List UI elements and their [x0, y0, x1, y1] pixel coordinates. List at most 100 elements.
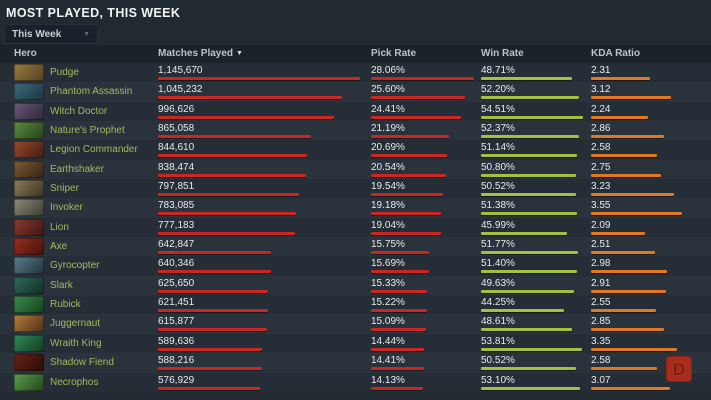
table-row[interactable]: Sniper 797,851 19.54% 50.52% 3.23 — [0, 179, 711, 199]
matches-played-value: 838,474 — [158, 161, 195, 173]
table-row[interactable]: Legion Commander 844,610 20.69% 51.14% 2… — [0, 140, 711, 160]
kda-ratio-bar — [591, 212, 682, 216]
matches-played-value: 1,145,670 — [158, 65, 203, 76]
hero-name-link[interactable]: Invoker — [50, 202, 83, 214]
matches-played-cell: 642,847 — [158, 237, 368, 256]
table-row[interactable]: Shadow Fiend 588,216 14.41% 50.52% 2.58 — [0, 353, 711, 373]
pick-rate-bar — [371, 309, 427, 313]
pick-rate-value: 19.18% — [371, 200, 405, 212]
hero-name-link[interactable]: Lion — [50, 221, 69, 233]
pick-rate-cell: 15.33% — [371, 276, 479, 295]
table-row[interactable]: Gyrocopter 640,346 15.69% 51.40% 2.98 — [0, 256, 711, 276]
pick-rate-cell: 20.54% — [371, 160, 479, 179]
win-rate-bar — [481, 193, 576, 197]
pick-rate-bar — [371, 96, 465, 100]
matches-played-cell: 615,877 — [158, 314, 368, 333]
kda-ratio-value: 2.55 — [591, 297, 611, 309]
table-row[interactable]: Rubick 621,451 15.22% 44.25% 2.55 — [0, 295, 711, 315]
matches-played-value: 865,058 — [158, 123, 195, 135]
hero-name-link[interactable]: Wraith King — [50, 337, 102, 349]
win-rate-bar — [481, 115, 583, 119]
kda-ratio-bar — [591, 270, 667, 274]
table-row[interactable]: Pudge 1,145,670 28.06% 48.71% 2.31 — [0, 63, 711, 83]
matches-played-value: 642,847 — [158, 239, 195, 251]
kda-ratio-bar — [591, 193, 674, 197]
win-rate-value: 44.25% — [481, 297, 515, 309]
hero-name-link[interactable]: Legion Commander — [50, 144, 138, 156]
table-row[interactable]: Earthshaker 838,474 20.54% 50.80% 2.75 — [0, 159, 711, 180]
hero-name-link[interactable]: Sniper — [50, 183, 79, 195]
table-row[interactable]: Axe 642,847 15.75% 51.77% 2.51 — [0, 237, 711, 257]
column-header-matches-played[interactable]: Matches Played ▼ — [158, 48, 243, 59]
matches-played-value: 797,851 — [158, 181, 195, 193]
pick-rate-cell: 20.69% — [371, 140, 479, 159]
win-rate-bar — [481, 328, 572, 332]
kda-ratio-cell: 2.24 — [591, 102, 691, 121]
hero-name-link[interactable]: Witch Doctor — [50, 105, 108, 117]
kda-ratio-cell: 2.58 — [591, 140, 691, 159]
win-rate-cell: 53.81% — [481, 334, 589, 353]
kda-ratio-bar — [591, 173, 661, 177]
column-header-hero[interactable]: Hero — [14, 48, 37, 59]
kda-ratio-cell: 2.75 — [591, 160, 691, 179]
column-header-pick-rate[interactable]: Pick Rate — [371, 48, 417, 59]
table-row[interactable]: Necrophos 576,929 14.13% 53.10% 3.07 — [0, 372, 711, 392]
matches-played-cell: 1,045,232 — [158, 82, 368, 101]
kda-ratio-value: 2.51 — [591, 239, 611, 251]
table-header-row: Hero Matches Played ▼ Pick Rate Win Rate … — [0, 45, 711, 64]
pick-rate-cell: 14.41% — [371, 353, 479, 372]
table-row[interactable]: Wraith King 589,636 14.44% 53.81% 3.35 — [0, 333, 711, 354]
timeframe-dropdown[interactable]: This Week ▼ — [4, 24, 98, 44]
hero-name-link[interactable]: Shadow Fiend — [50, 357, 114, 369]
table-row[interactable]: Phantom Assassin 1,045,232 25.60% 52.20%… — [0, 82, 711, 102]
kda-ratio-cell: 3.23 — [591, 179, 691, 198]
column-header-kda-ratio[interactable]: KDA Ratio — [591, 48, 641, 59]
table-row[interactable]: Nature's Prophet 865,058 21.19% 52.37% 2… — [0, 121, 711, 141]
matches-played-bar — [158, 154, 307, 158]
matches-played-bar — [158, 367, 262, 371]
hero-name-link[interactable]: Necrophos — [50, 376, 99, 388]
table-row[interactable]: Invoker 783,085 19.18% 51.38% 3.55 — [0, 198, 711, 218]
matches-played-bar — [158, 251, 271, 255]
timeframe-selected-value: This Week — [12, 28, 62, 40]
win-rate-value: 51.38% — [481, 200, 515, 212]
dotabuff-logo[interactable]: D — [666, 356, 692, 382]
table-row[interactable]: Juggernaut 615,877 15.09% 48.61% 2.85 — [0, 314, 711, 334]
hero-name-link[interactable]: Earthshaker — [50, 163, 104, 175]
table-row[interactable]: Witch Doctor 996,626 24.41% 54.51% 2.24 — [0, 101, 711, 122]
hero-name-link[interactable]: Axe — [50, 241, 68, 253]
kda-ratio-bar — [591, 77, 650, 80]
hero-name-link[interactable]: Slark — [50, 279, 73, 291]
pick-rate-bar — [371, 212, 441, 216]
matches-played-value: 589,636 — [158, 335, 195, 347]
matches-played-cell: 783,085 — [158, 198, 368, 217]
kda-ratio-value: 2.86 — [591, 123, 611, 135]
pick-rate-value: 15.09% — [371, 316, 405, 328]
pick-rate-bar — [371, 347, 424, 351]
hero-name-link[interactable]: Juggernaut — [50, 318, 101, 330]
table-row[interactable]: Slark 625,650 15.33% 49.63% 2.91 — [0, 275, 711, 296]
win-rate-bar — [481, 154, 577, 158]
kda-ratio-bar — [591, 115, 648, 119]
hero-name-link[interactable]: Rubick — [50, 299, 81, 311]
hero-portrait-icon — [14, 199, 44, 217]
matches-played-bar — [158, 347, 262, 351]
matches-played-value: 996,626 — [158, 103, 195, 115]
matches-played-bar — [158, 96, 342, 100]
pick-rate-value: 15.33% — [371, 277, 405, 289]
hero-name-link[interactable]: Nature's Prophet — [50, 125, 125, 137]
win-rate-value: 52.20% — [481, 84, 515, 96]
matches-played-value: 777,183 — [158, 219, 195, 231]
matches-played-bar — [158, 231, 295, 235]
hero-name-link[interactable]: Pudge — [50, 67, 79, 78]
pick-rate-bar — [371, 173, 446, 177]
hero-name-link[interactable]: Phantom Assassin — [50, 86, 133, 98]
column-header-win-rate[interactable]: Win Rate — [481, 48, 524, 59]
hero-portrait-icon — [14, 122, 44, 140]
win-rate-cell: 51.77% — [481, 237, 589, 256]
win-rate-value: 53.81% — [481, 335, 515, 347]
hero-name-link[interactable]: Gyrocopter — [50, 260, 100, 272]
table-row[interactable]: Lion 777,183 19.04% 45.99% 2.09 — [0, 217, 711, 238]
pick-rate-bar — [371, 328, 426, 332]
kda-ratio-value: 2.09 — [591, 219, 611, 231]
